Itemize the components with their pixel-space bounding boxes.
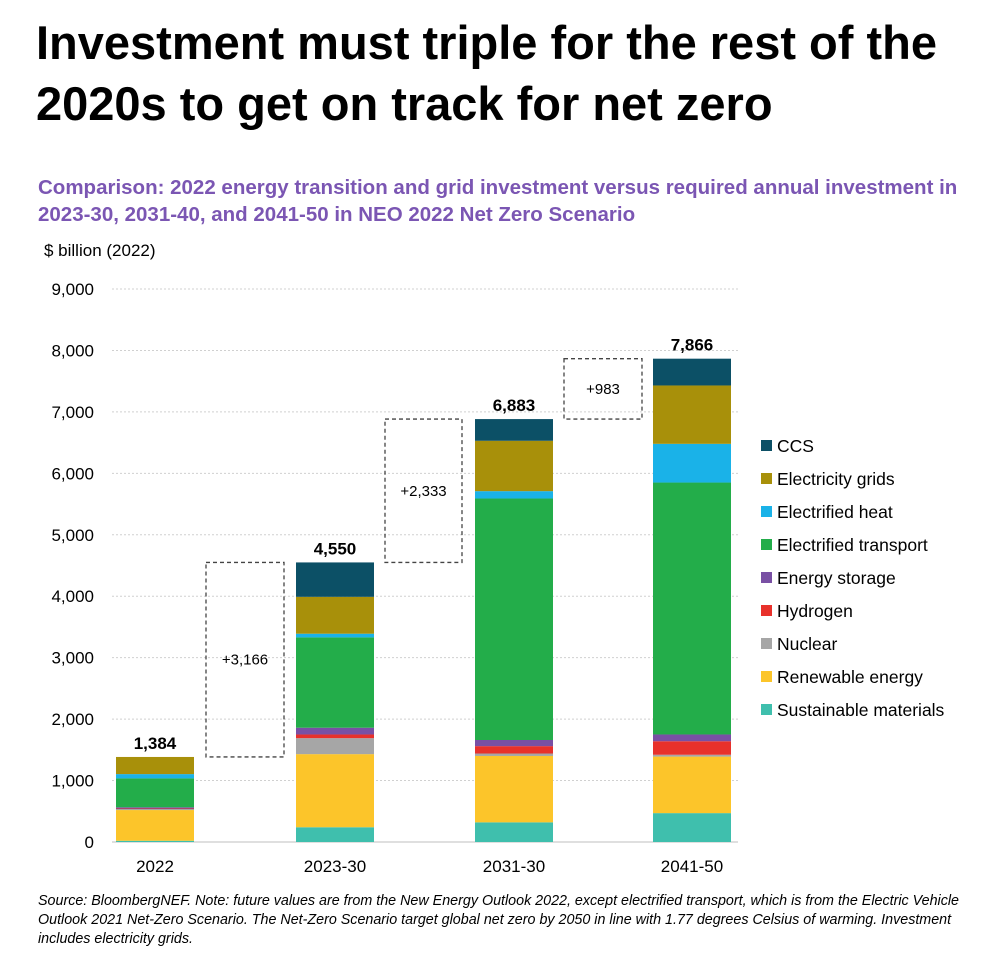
bar-segment-electrified-transport xyxy=(653,482,731,735)
increment-boxes: +3,166 +2,333 +983 xyxy=(205,358,643,758)
bar-segment-renewable-energy xyxy=(116,810,194,841)
legend-swatch xyxy=(761,605,772,616)
increment-box xyxy=(563,358,643,420)
increment-label: +2,333 xyxy=(400,483,446,500)
legend-swatch xyxy=(761,638,772,649)
legend-item: Renewable energy xyxy=(777,667,923,687)
legend-swatch xyxy=(761,704,772,715)
bar-segment-nuclear xyxy=(296,738,374,755)
page-title: Investment must triple for the rest of t… xyxy=(36,16,937,130)
y-tick-label: 6,000 xyxy=(51,464,94,483)
y-tick-label: 8,000 xyxy=(51,341,94,360)
bar-segment-renewable-energy xyxy=(475,755,553,823)
legend-item: Electricity grids xyxy=(777,469,895,489)
bar-segment-ccs xyxy=(653,358,731,386)
increment-box xyxy=(384,418,463,564)
legend-swatch xyxy=(761,473,772,484)
bar-segment-electricity-grids xyxy=(475,440,553,492)
legend-item: CCS xyxy=(777,436,814,456)
y-axis-ticks: 0 1,000 2,000 3,000 4,000 5,000 6,000 7,000 8,00… xyxy=(51,280,94,852)
bar-segment-sustainable-materials xyxy=(296,827,374,842)
y-tick-label: 3,000 xyxy=(51,649,94,668)
bar-segment-nuclear xyxy=(653,754,731,757)
bar-segment-ccs xyxy=(475,419,553,441)
bar-segment-electrified-transport xyxy=(296,637,374,728)
total-labels: 1,384 4,550 6,883 7,866 xyxy=(134,336,714,753)
bar-segment-electrified-heat xyxy=(475,491,553,499)
bar-segment-hydrogen xyxy=(296,734,374,739)
x-tick-label: 2031-30 xyxy=(483,857,545,876)
x-tick-label: 2022 xyxy=(136,857,174,876)
legend-swatch xyxy=(761,671,772,682)
bar-segment-sustainable-materials xyxy=(475,822,553,842)
bars xyxy=(116,358,731,842)
y-tick-label: 0 xyxy=(85,833,94,852)
legend: CCS Electricity grids Electrified heat Elec… xyxy=(761,436,945,720)
bar-segment-electrified-heat xyxy=(653,443,731,483)
increment-box xyxy=(205,561,285,758)
bar-segment-hydrogen xyxy=(653,741,731,755)
bar-segment-energy-storage xyxy=(116,807,194,809)
total-label: 7,866 xyxy=(671,336,714,355)
legend-swatch xyxy=(761,539,772,550)
y-tick-label: 4,000 xyxy=(51,587,94,606)
legend-item: Hydrogen xyxy=(777,601,853,621)
legend-item: Electrified transport xyxy=(777,535,928,555)
stacked-bar-chart: 0 1,000 2,000 3,000 4,000 5,000 6,000 7,000 8,00… xyxy=(51,280,945,876)
bar-segment-electrified-transport xyxy=(116,778,194,808)
bar-segment-nuclear xyxy=(116,808,194,811)
increment-label: +983 xyxy=(586,381,620,398)
bar-segment-energy-storage xyxy=(296,727,374,735)
bar-segment-electrified-transport xyxy=(475,498,553,741)
bar-segment-electricity-grids xyxy=(653,385,731,444)
legend-item: Electrified heat xyxy=(777,502,893,522)
legend-swatch xyxy=(761,506,772,517)
legend-item: Sustainable materials xyxy=(777,700,945,720)
bar-segment-electricity-grids xyxy=(296,596,374,634)
bar-segment-nuclear xyxy=(475,753,553,756)
bar-segment-electrified-heat xyxy=(296,633,374,638)
y-tick-label: 2,000 xyxy=(51,710,94,729)
bar-segment-energy-storage xyxy=(475,740,553,747)
x-tick-label: 2023-30 xyxy=(304,857,366,876)
total-label: 6,883 xyxy=(493,396,536,415)
x-tick-label: 2041-50 xyxy=(661,857,723,876)
y-tick-label: 7,000 xyxy=(51,403,94,422)
increment-label: +3,166 xyxy=(222,652,268,669)
bar-segment-renewable-energy xyxy=(296,754,374,828)
bar-segment-energy-storage xyxy=(653,734,731,742)
y-axis-unit-label: $ billion (2022) xyxy=(44,241,156,260)
y-tick-label: 9,000 xyxy=(51,280,94,299)
bar-segment-hydrogen xyxy=(475,746,553,754)
bar-segment-electrified-heat xyxy=(116,774,194,779)
y-tick-label: 1,000 xyxy=(51,772,94,791)
total-label: 1,384 xyxy=(134,734,177,753)
y-tick-label: 5,000 xyxy=(51,526,94,545)
bar-segment-renewable-energy xyxy=(653,756,731,814)
source-note: Source: BloombergNEF. Note: future value… xyxy=(38,893,959,947)
bar-segment-sustainable-materials xyxy=(116,840,194,842)
legend-item: Energy storage xyxy=(777,568,896,588)
legend-swatch xyxy=(761,572,772,583)
chart-title: Comparison: 2022 energy transition and g… xyxy=(38,176,958,226)
gridlines xyxy=(112,288,738,843)
bar-segment-electricity-grids xyxy=(116,756,194,775)
total-label: 4,550 xyxy=(314,539,357,558)
legend-item: Nuclear xyxy=(777,634,837,654)
bar-segment-ccs xyxy=(296,562,374,597)
bar-segment-sustainable-materials xyxy=(653,813,731,842)
x-axis-ticks: 2022 2023-30 2031-30 2041-50 xyxy=(136,857,723,876)
bar-segment-hydrogen xyxy=(116,808,194,810)
legend-swatch xyxy=(761,440,772,451)
